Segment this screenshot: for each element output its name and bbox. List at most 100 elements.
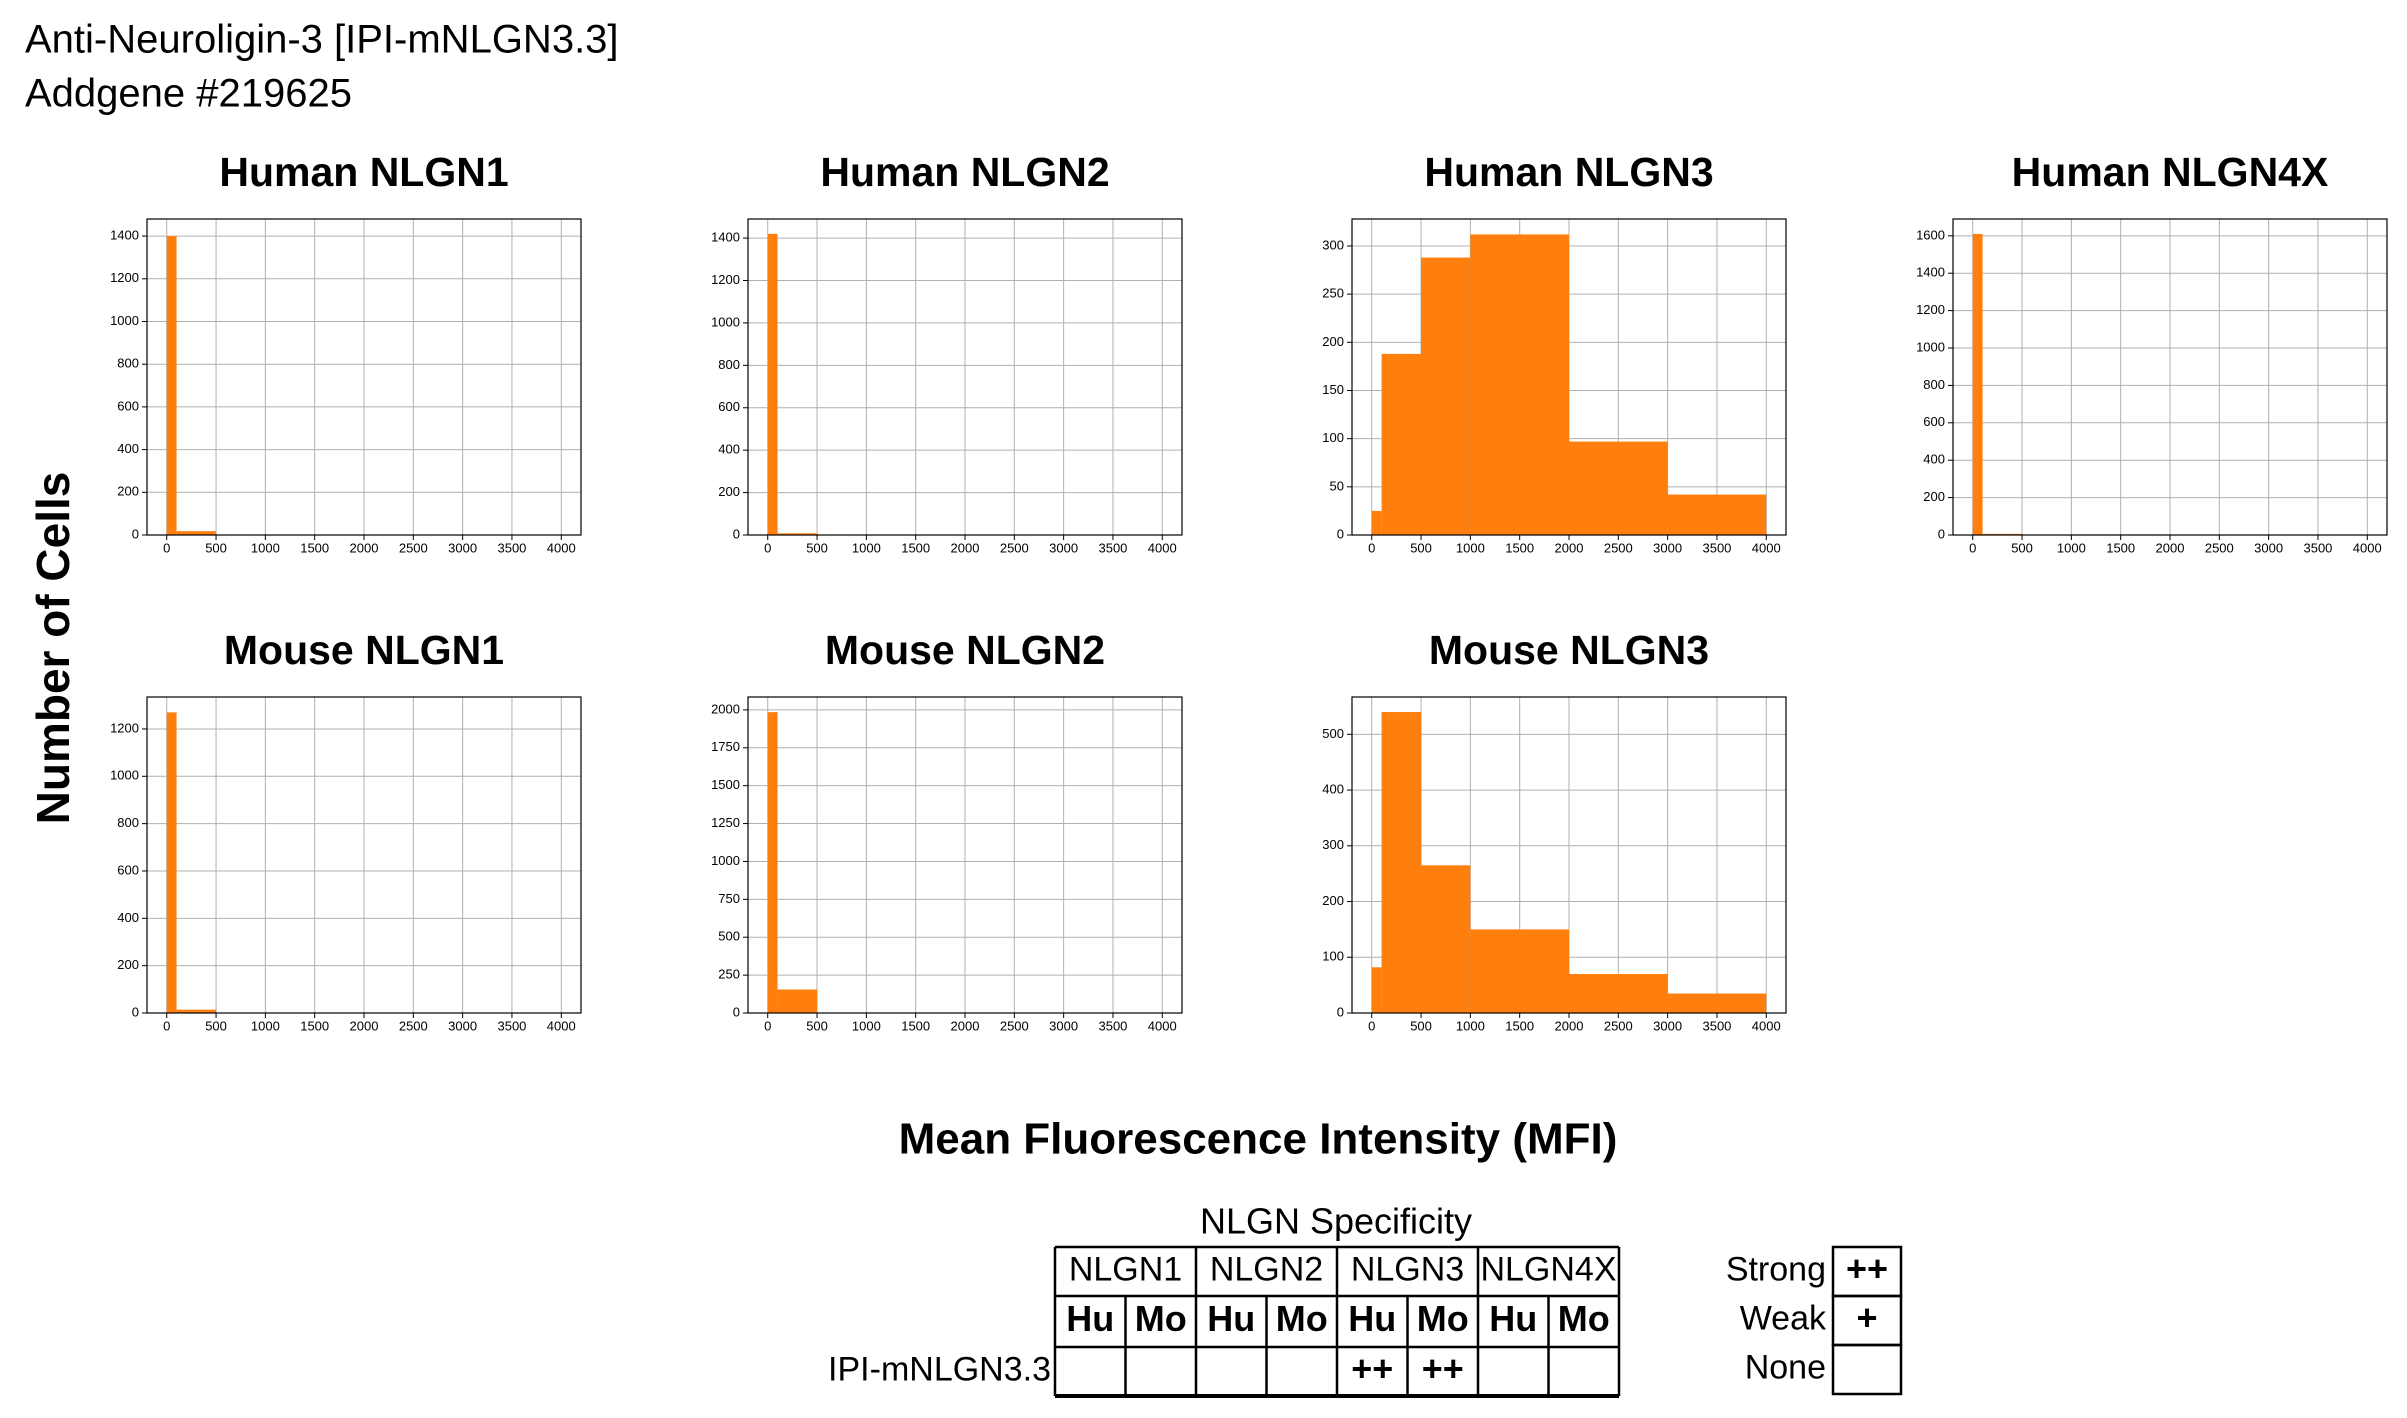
y-tick-label: 400	[718, 442, 740, 457]
y-tick-label: 0	[132, 526, 139, 541]
plot-frame	[1351, 696, 1787, 1014]
key-box	[1831, 1343, 1903, 1396]
x-tick-label: 500	[1410, 1018, 1432, 1033]
plot-frame	[1952, 218, 2388, 536]
panel-title: Mouse NLGN2	[825, 627, 1105, 673]
x-tick-label: 0	[1368, 540, 1375, 555]
bar	[1421, 865, 1471, 1013]
x-tick-label: 2000	[350, 1018, 379, 1033]
y-tick-label: 1000	[110, 768, 139, 783]
x-tick-label: 2500	[1000, 540, 1029, 555]
bar	[176, 1009, 217, 1013]
y-tick-label: 1000	[711, 853, 740, 868]
y-tick-label: 0	[1337, 1004, 1344, 1019]
y-tick-label: 50	[1330, 478, 1344, 493]
y-tick-label: 400	[1923, 452, 1945, 467]
bar	[1569, 441, 1668, 535]
bar	[1667, 993, 1767, 1013]
table-group-header: NLGN3	[1351, 1250, 1464, 1288]
table-subheader: Mo	[1135, 1298, 1187, 1339]
table-subheader: Hu	[1348, 1298, 1396, 1339]
y-tick-label: 300	[1322, 237, 1344, 252]
bar	[166, 712, 177, 1013]
x-tick-label: 1500	[2106, 540, 2135, 555]
x-tick-label: 3500	[497, 540, 526, 555]
x-tick-label: 0	[764, 1018, 771, 1033]
x-tick-label: 500	[806, 540, 828, 555]
y-tick-label: 1200	[711, 272, 740, 287]
table-subheader: Hu	[1207, 1298, 1255, 1339]
y-tick-label: 2000	[711, 701, 740, 716]
plot-frame	[747, 218, 1183, 536]
x-tick-label: 500	[205, 1018, 227, 1033]
y-tick-label: 150	[1322, 382, 1344, 397]
x-tick-label: 1500	[901, 1018, 930, 1033]
x-tick-label: 0	[764, 540, 771, 555]
y-tick-label: 200	[1322, 893, 1344, 908]
table-row-label: IPI-mNLGN3.3	[828, 1350, 1051, 1388]
x-tick-label: 3500	[497, 1018, 526, 1033]
x-tick-label: 500	[1410, 540, 1432, 555]
y-tick-label: 600	[718, 399, 740, 414]
y-tick-label: 250	[718, 967, 740, 982]
x-tick-label: 3000	[1653, 540, 1682, 555]
y-tick-label: 1250	[711, 815, 740, 830]
x-tick-label: 1000	[2057, 540, 2086, 555]
x-tick-label: 4000	[1148, 1018, 1177, 1033]
y-tick-label: 1600	[1916, 227, 1945, 242]
y-tick-label: 200	[1923, 489, 1945, 504]
x-tick-label: 1500	[300, 1018, 329, 1033]
bar	[1470, 234, 1569, 536]
x-tick-label: 3000	[2254, 540, 2283, 555]
key-symbol: ++	[1846, 1248, 1888, 1289]
y-tick-label: 1000	[711, 314, 740, 329]
y-tick-label: 200	[1322, 334, 1344, 349]
x-tick-label: 4000	[2353, 540, 2382, 555]
key-symbol: +	[1856, 1297, 1877, 1338]
table-subheader: Mo	[1417, 1298, 1469, 1339]
panel-title: Human NLGN4X	[2012, 149, 2329, 195]
y-tick-label: 1200	[1916, 302, 1945, 317]
x-tick-label: 500	[2011, 540, 2033, 555]
y-tick-label: 0	[132, 1004, 139, 1019]
y-tick-label: 200	[718, 484, 740, 499]
panel-title: Human NLGN2	[820, 149, 1109, 195]
table-cell: ++	[1422, 1348, 1464, 1389]
table-subheader: Hu	[1066, 1298, 1114, 1339]
y-tick-label: 500	[1322, 726, 1344, 741]
y-tick-label: 600	[117, 862, 139, 877]
figure-subtitle: Addgene #219625	[25, 72, 352, 116]
bar	[777, 533, 818, 535]
y-tick-label: 600	[117, 398, 139, 413]
table-subheader: Hu	[1489, 1298, 1537, 1339]
x-tick-label: 1000	[852, 1018, 881, 1033]
y-tick-label: 800	[718, 357, 740, 372]
x-tick-label: 1000	[852, 540, 881, 555]
x-tick-label: 500	[205, 540, 227, 555]
x-tick-label: 1000	[251, 540, 280, 555]
table-cell: ++	[1351, 1348, 1393, 1389]
x-axis-label: Mean Fluorescence Intensity (MFI)	[899, 1115, 1618, 1164]
plot-frame	[1351, 218, 1787, 536]
y-tick-label: 800	[117, 815, 139, 830]
table-title: NLGN Specificity	[1200, 1201, 1472, 1242]
y-tick-label: 400	[117, 441, 139, 456]
x-tick-label: 0	[163, 540, 170, 555]
bar	[767, 712, 778, 1013]
x-tick-label: 4000	[1752, 1018, 1781, 1033]
y-tick-label: 1000	[1916, 339, 1945, 354]
table-subheader: Mo	[1558, 1298, 1610, 1339]
bar	[1381, 353, 1422, 535]
x-tick-label: 3500	[2303, 540, 2332, 555]
y-tick-label: 0	[1938, 526, 1945, 541]
table-group-header: NLGN2	[1210, 1250, 1323, 1288]
y-tick-label: 800	[117, 356, 139, 371]
x-tick-label: 2500	[1000, 1018, 1029, 1033]
bar	[777, 989, 818, 1013]
bar	[1569, 973, 1668, 1013]
y-tick-label: 1200	[110, 270, 139, 285]
key-label: Weak	[1740, 1299, 1827, 1337]
figure-title: Anti-Neuroligin-3 [IPI-mNLGN3.3]	[25, 18, 619, 62]
y-tick-label: 1750	[711, 739, 740, 754]
x-tick-label: 4000	[1148, 540, 1177, 555]
